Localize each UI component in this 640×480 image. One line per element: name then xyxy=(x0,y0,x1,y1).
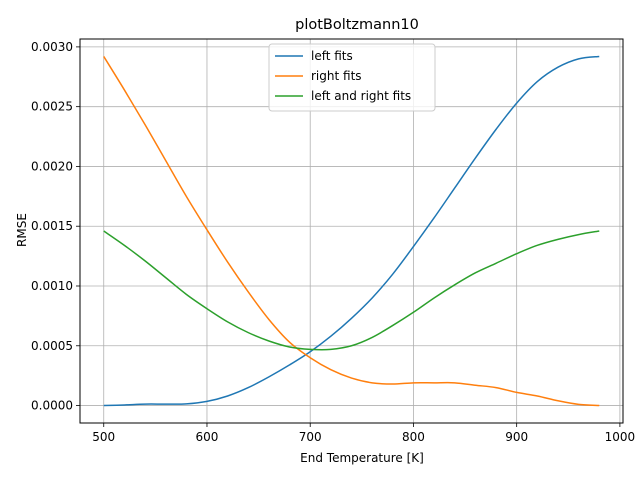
series-lines xyxy=(103,55,600,407)
x-tick-label: 500 xyxy=(92,430,115,444)
legend-label: right fits xyxy=(311,69,362,83)
y-tick-label: 0.0000 xyxy=(31,399,73,413)
y-tick-label: 0.0005 xyxy=(31,339,73,353)
axis-ticks: 500 600 700 800 900 1000 0.0000 0.0005 0.0010 0.0… xyxy=(31,40,635,444)
series-line-right-fits xyxy=(103,56,600,407)
legend: left fits right fits left and right fits xyxy=(268,43,436,112)
x-tick-label: 600 xyxy=(196,430,219,444)
x-tick-label: 1000 xyxy=(605,430,636,444)
y-tick-label: 0.0015 xyxy=(31,219,73,233)
legend-box xyxy=(268,43,436,112)
y-tick-label: 0.0030 xyxy=(31,40,73,54)
y-tick-label: 0.0020 xyxy=(31,159,73,173)
y-axis-label: RMSE xyxy=(15,213,29,247)
series-line-left-and-right-fits xyxy=(103,230,600,351)
x-axis-label: End Temperature [K] xyxy=(300,451,424,465)
legend-label: left fits xyxy=(311,49,353,63)
x-tick-label: 800 xyxy=(402,430,425,444)
y-tick-label: 0.0025 xyxy=(31,100,73,114)
x-tick-label: 700 xyxy=(299,430,322,444)
series-line-left-fits xyxy=(103,55,600,407)
y-tick-label: 0.0010 xyxy=(31,279,73,293)
legend-label: left and right fits xyxy=(311,89,411,103)
plot-frame xyxy=(79,38,624,424)
x-tick-label: 900 xyxy=(505,430,528,444)
chart-title: plotBoltzmann10 xyxy=(295,17,419,33)
